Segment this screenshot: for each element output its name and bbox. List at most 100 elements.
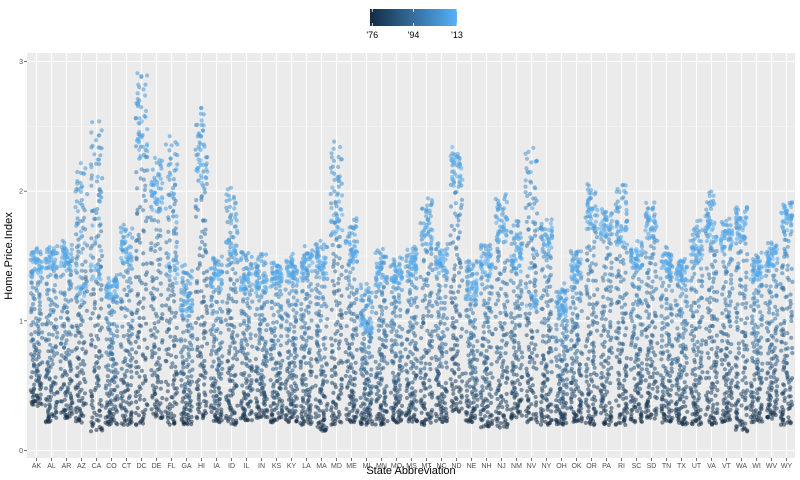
point-de [158,246,163,251]
point-hi [203,218,208,223]
point-nh [479,291,484,296]
point-ma [313,397,318,402]
point-ne [472,356,477,361]
point-nj [498,382,503,387]
point-az [80,184,85,189]
point-nj [504,340,509,345]
point-co [115,334,120,339]
point-ga [185,375,190,380]
point-nh [485,305,490,310]
point-id [224,198,229,203]
point-mt [418,367,423,372]
point-ar [66,347,71,353]
point-il [247,289,252,294]
point-ct [128,280,133,285]
point-md [332,258,337,263]
point-fl [168,156,173,161]
point-mt [425,196,430,201]
point-id [225,322,230,327]
point-de [152,321,157,326]
point-de [160,303,165,308]
point-fl [166,382,171,387]
point-fl [175,272,180,277]
point-ga [184,328,189,333]
point-nc [444,350,449,355]
point-ne [468,330,474,335]
point-mi [358,298,363,303]
point-nj [499,364,505,370]
point-nc [433,255,438,260]
point-co [106,276,111,281]
point-ct [121,235,126,240]
point-al [53,273,59,278]
point-in [256,254,261,259]
point-ms [407,329,412,334]
point-ak [30,370,35,375]
point-ga [180,399,185,404]
point-ia [211,344,216,349]
point-ne [470,375,475,380]
point-co [108,350,113,355]
point-ca [99,325,104,330]
point-mt [426,217,431,222]
point-fl [172,257,177,262]
point-ak [30,357,35,363]
point-dc [141,251,146,256]
point-md [336,281,341,286]
point-il [238,284,243,289]
point-hi [205,155,210,160]
point-de [158,316,164,321]
point-ar [69,324,74,329]
point-nh [489,362,494,367]
point-ma [318,318,323,323]
point-id [230,267,235,272]
point-ct [126,321,131,327]
point-md [331,251,336,256]
point-nh [488,267,493,272]
point-la [299,404,304,409]
point-mt [427,361,432,367]
point-ca [94,179,100,184]
point-me [349,317,354,322]
point-nd [459,197,465,202]
point-ne [474,271,480,276]
point-nd [459,166,464,171]
point-ct [130,355,135,361]
point-la [309,318,314,323]
point-md [333,338,338,343]
point-ct [123,314,128,319]
point-ak [29,375,34,380]
point-dc [145,149,150,154]
point-nj [503,351,508,356]
point-ct [122,372,127,377]
point-ms [415,304,420,309]
point-il [249,418,254,423]
point-co [114,421,119,426]
point-de [149,193,155,198]
point-ne [474,260,480,265]
point-dc [134,255,139,260]
point-hi [203,227,208,232]
point-de [151,307,156,312]
point-il [239,256,244,261]
point-ne [465,280,470,285]
point-mo [392,306,398,311]
point-nc [442,321,447,326]
point-az [82,391,88,396]
point-ks [277,385,282,390]
point-ca [97,119,102,124]
point-mo [392,309,397,314]
point-ca [96,216,101,221]
point-me [343,373,348,379]
point-mo [389,358,394,364]
point-ca [93,239,98,244]
point-al [55,390,60,395]
point-nh [485,284,490,289]
point-il [244,361,249,367]
point-hi [199,193,204,199]
point-fl [163,206,168,211]
point-fl [164,240,169,245]
point-ne [475,397,480,402]
point-ct [129,332,135,337]
point-nm [511,385,517,390]
